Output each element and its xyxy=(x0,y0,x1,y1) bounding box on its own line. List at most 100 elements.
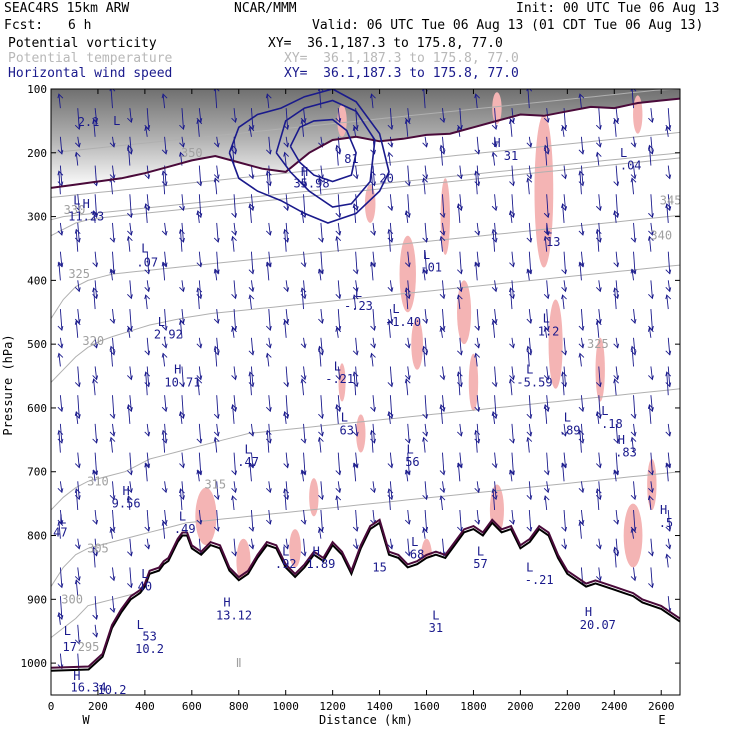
extremum-label: L xyxy=(64,624,71,638)
wind-arrowhead xyxy=(317,345,324,351)
wind-arrowhead xyxy=(543,117,550,124)
wind-vector xyxy=(197,288,200,310)
wind-vector xyxy=(457,295,461,310)
wind-arrowhead xyxy=(613,117,620,124)
wind-arrowhead xyxy=(543,404,550,410)
wind-arrowhead xyxy=(300,469,307,475)
theta-contour xyxy=(51,157,680,237)
wind-vector xyxy=(285,136,289,147)
wind-arrowhead xyxy=(144,371,151,377)
wind-arrowhead xyxy=(422,237,429,243)
wind-arrowhead xyxy=(370,325,376,331)
wind-vector xyxy=(442,136,445,154)
wind-vector xyxy=(407,452,410,475)
wind-vector xyxy=(146,538,150,549)
wind-arrowhead xyxy=(630,345,637,351)
wind-arrowhead xyxy=(57,325,64,331)
wind-arrowhead xyxy=(196,262,203,268)
wind-vector xyxy=(303,108,306,123)
wind-arrowhead xyxy=(630,526,637,532)
wind-arrowhead xyxy=(196,375,203,381)
wind-vector xyxy=(598,194,601,211)
wind-arrowhead xyxy=(352,203,359,209)
wind-arrowhead xyxy=(474,149,481,155)
wind-arrowhead xyxy=(57,343,64,349)
extremum-label: H xyxy=(313,544,320,558)
wind-arrowhead xyxy=(648,325,654,331)
wind-arrowhead xyxy=(509,375,515,381)
wind-arrowhead xyxy=(57,149,64,155)
wind-vector xyxy=(389,309,393,324)
wind-arrowhead xyxy=(613,551,620,557)
extremum-label: .07 xyxy=(136,256,158,270)
wind-vector xyxy=(320,251,323,274)
wind-vector xyxy=(353,295,357,310)
wind-vector xyxy=(372,309,375,331)
wind-arrowhead xyxy=(265,170,272,176)
wind-arrowhead xyxy=(474,352,481,358)
wind-arrowhead xyxy=(109,89,116,92)
wind-vector xyxy=(112,395,115,419)
wind-arrowhead xyxy=(387,205,394,212)
wind-arrowhead xyxy=(578,325,585,331)
wind-arrowhead xyxy=(161,487,168,494)
extremum-label: .47 xyxy=(237,455,259,469)
wind-vector xyxy=(355,280,358,292)
wind-vector xyxy=(77,366,80,387)
wind-vector xyxy=(442,481,445,493)
wind-arrowhead xyxy=(127,583,133,589)
wind-arrowhead xyxy=(300,343,307,349)
wind-vector xyxy=(510,210,513,224)
wind-vector xyxy=(388,411,391,424)
x-tick-label: 2400 xyxy=(601,700,628,713)
wind-arrowhead xyxy=(647,404,654,410)
wind-arrowhead xyxy=(561,124,567,131)
wind-vector xyxy=(233,108,237,123)
theta-contour-label: 300 xyxy=(61,592,83,606)
pv-patch xyxy=(492,92,502,125)
wind-vector xyxy=(129,194,132,218)
wind-arrowhead xyxy=(92,294,99,300)
wind-vector xyxy=(353,463,357,482)
wind-vector xyxy=(563,165,567,179)
wind-vector xyxy=(511,452,514,475)
wind-arrowhead xyxy=(248,371,255,377)
wind-vector xyxy=(579,94,582,109)
wind-arrowhead xyxy=(491,151,498,157)
wind-vector xyxy=(337,280,341,299)
extremum-label: -.21 xyxy=(525,573,554,587)
wind-vector xyxy=(546,366,549,380)
wind-vector xyxy=(58,521,61,539)
wind-vector xyxy=(216,136,219,147)
wind-vector xyxy=(580,337,584,348)
wind-arrowhead xyxy=(457,269,463,275)
wind-vector xyxy=(423,178,426,195)
wind-vector xyxy=(112,596,115,613)
wind-arrowhead xyxy=(248,462,255,468)
wind-vector xyxy=(614,470,617,482)
wind-vector xyxy=(320,165,323,179)
extremum-label: L xyxy=(141,567,148,581)
wind-arrowhead xyxy=(109,318,116,324)
wind-arrowhead xyxy=(231,487,238,494)
wind-vector xyxy=(93,379,96,396)
wind-arrowhead xyxy=(335,212,342,219)
wind-arrowhead xyxy=(231,326,237,333)
wind-vector xyxy=(494,366,497,387)
wind-arrowhead xyxy=(283,151,289,157)
pv-patch xyxy=(595,337,605,402)
extremum-label: L xyxy=(59,513,66,527)
wind-vector xyxy=(562,126,565,137)
wind-arrowhead xyxy=(213,436,220,442)
extremum-label: H xyxy=(585,605,592,619)
extremum-label: 57 xyxy=(473,557,487,571)
wind-vector xyxy=(284,411,287,424)
wind-arrowhead xyxy=(474,93,481,99)
wind-vector xyxy=(233,395,237,412)
model-title: SEAC4RS 15km ARW xyxy=(4,1,130,16)
wind-arrowhead xyxy=(352,269,359,275)
wind-vector xyxy=(233,481,237,493)
wind-arrowhead xyxy=(265,487,272,494)
forecast-value: 6 h xyxy=(68,18,92,33)
theta-contour xyxy=(51,264,680,383)
